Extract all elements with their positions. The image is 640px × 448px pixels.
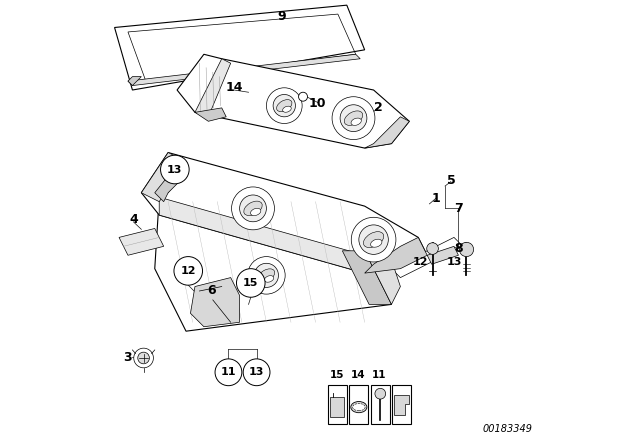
Circle shape xyxy=(237,269,265,297)
Text: 3: 3 xyxy=(123,351,131,364)
Ellipse shape xyxy=(258,269,275,282)
Text: 14: 14 xyxy=(351,370,365,380)
Polygon shape xyxy=(330,397,344,418)
Ellipse shape xyxy=(244,201,262,215)
Circle shape xyxy=(427,243,438,254)
Ellipse shape xyxy=(250,208,261,215)
Polygon shape xyxy=(128,77,141,86)
Polygon shape xyxy=(141,152,427,273)
Text: 00183349: 00183349 xyxy=(482,423,532,434)
Text: 9: 9 xyxy=(278,10,286,23)
Text: 1: 1 xyxy=(432,192,440,205)
Text: 2: 2 xyxy=(374,101,383,114)
Text: 11: 11 xyxy=(372,370,387,380)
Polygon shape xyxy=(365,117,410,148)
Circle shape xyxy=(460,242,474,257)
Polygon shape xyxy=(342,251,392,304)
Polygon shape xyxy=(141,152,186,202)
Circle shape xyxy=(299,92,307,101)
Ellipse shape xyxy=(344,111,363,125)
Circle shape xyxy=(239,195,266,222)
Circle shape xyxy=(340,105,367,132)
Circle shape xyxy=(375,388,386,399)
Ellipse shape xyxy=(364,232,384,248)
Circle shape xyxy=(134,348,154,368)
Ellipse shape xyxy=(351,118,362,125)
Circle shape xyxy=(161,155,189,184)
Circle shape xyxy=(332,97,375,140)
Polygon shape xyxy=(128,54,360,86)
Polygon shape xyxy=(115,5,365,90)
Circle shape xyxy=(243,359,270,386)
Text: 13: 13 xyxy=(249,367,264,377)
Polygon shape xyxy=(427,246,458,264)
Text: 8: 8 xyxy=(454,242,463,255)
Polygon shape xyxy=(365,237,427,273)
Polygon shape xyxy=(159,197,365,273)
Circle shape xyxy=(248,257,285,294)
Polygon shape xyxy=(155,170,182,202)
Text: 14: 14 xyxy=(225,81,243,94)
Circle shape xyxy=(254,263,278,288)
Text: 4: 4 xyxy=(129,213,138,226)
Circle shape xyxy=(215,359,242,386)
Ellipse shape xyxy=(283,106,291,112)
Text: 15: 15 xyxy=(243,278,259,288)
Circle shape xyxy=(174,257,202,285)
Polygon shape xyxy=(365,251,401,304)
Circle shape xyxy=(232,187,275,230)
Text: 15: 15 xyxy=(330,370,344,380)
Polygon shape xyxy=(119,228,164,255)
Ellipse shape xyxy=(353,404,365,411)
Polygon shape xyxy=(155,197,392,331)
Circle shape xyxy=(273,95,296,117)
Circle shape xyxy=(359,225,388,254)
Ellipse shape xyxy=(351,401,367,413)
Text: 13: 13 xyxy=(167,164,182,175)
Circle shape xyxy=(138,352,149,364)
Ellipse shape xyxy=(276,99,292,112)
Text: 12: 12 xyxy=(413,257,428,267)
Text: 11: 11 xyxy=(221,367,236,377)
Text: 5: 5 xyxy=(447,174,456,187)
Text: 10: 10 xyxy=(309,97,326,110)
Polygon shape xyxy=(191,278,239,327)
Ellipse shape xyxy=(264,276,274,282)
Text: 6: 6 xyxy=(207,284,216,297)
Text: 7: 7 xyxy=(454,202,463,215)
Text: 12: 12 xyxy=(180,266,196,276)
Polygon shape xyxy=(177,54,410,148)
Ellipse shape xyxy=(371,239,382,247)
Polygon shape xyxy=(195,59,230,117)
Circle shape xyxy=(266,88,302,124)
Circle shape xyxy=(351,217,396,262)
Polygon shape xyxy=(195,108,226,121)
Polygon shape xyxy=(392,237,463,278)
Polygon shape xyxy=(394,395,410,415)
Text: 13: 13 xyxy=(446,257,461,267)
